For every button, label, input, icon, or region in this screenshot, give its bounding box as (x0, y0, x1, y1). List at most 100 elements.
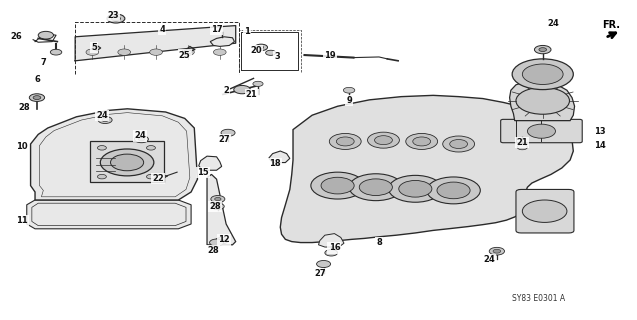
Circle shape (321, 177, 354, 194)
Circle shape (107, 14, 125, 23)
Text: 9: 9 (346, 96, 352, 105)
Text: 22: 22 (152, 174, 164, 183)
Circle shape (443, 136, 475, 152)
Polygon shape (199, 156, 222, 170)
Polygon shape (27, 200, 191, 229)
Circle shape (368, 132, 399, 148)
Polygon shape (318, 234, 344, 247)
Circle shape (359, 179, 392, 196)
Circle shape (182, 49, 194, 55)
Circle shape (211, 196, 225, 203)
Text: 25: 25 (179, 51, 190, 60)
Circle shape (86, 49, 99, 55)
Circle shape (406, 133, 438, 149)
Circle shape (493, 249, 501, 253)
Circle shape (539, 48, 547, 52)
Polygon shape (207, 174, 236, 245)
Text: 16: 16 (329, 244, 340, 252)
Circle shape (138, 138, 145, 141)
Circle shape (389, 175, 442, 202)
FancyBboxPatch shape (501, 119, 582, 143)
Circle shape (259, 46, 264, 49)
Text: 21: 21 (246, 90, 257, 99)
Polygon shape (31, 109, 197, 200)
Circle shape (215, 205, 221, 208)
Circle shape (517, 145, 527, 150)
Circle shape (215, 197, 221, 201)
Circle shape (399, 180, 432, 197)
Text: 17: 17 (211, 25, 222, 34)
Text: 27: 27 (218, 135, 230, 144)
Text: 21: 21 (517, 138, 528, 147)
Polygon shape (280, 95, 573, 243)
Circle shape (437, 182, 470, 199)
Text: 5: 5 (91, 43, 97, 52)
Circle shape (111, 154, 144, 171)
Circle shape (534, 45, 551, 54)
Text: 14: 14 (594, 141, 606, 150)
Circle shape (147, 146, 155, 150)
Text: 26: 26 (10, 32, 22, 41)
Circle shape (213, 49, 226, 55)
Text: 6: 6 (34, 75, 40, 84)
Text: 24: 24 (134, 132, 146, 140)
Circle shape (343, 87, 355, 93)
Circle shape (111, 16, 120, 21)
Polygon shape (269, 151, 290, 163)
Text: 1: 1 (244, 28, 250, 36)
Circle shape (255, 44, 268, 51)
Circle shape (210, 239, 224, 246)
Circle shape (516, 87, 569, 114)
Text: 28: 28 (210, 202, 221, 211)
Polygon shape (75, 26, 236, 61)
Text: 24: 24 (96, 111, 108, 120)
Text: FR.: FR. (603, 20, 620, 30)
Circle shape (349, 174, 403, 201)
Text: 24: 24 (483, 255, 495, 264)
Text: 28: 28 (208, 246, 219, 255)
Circle shape (522, 64, 563, 84)
Circle shape (101, 149, 154, 176)
Circle shape (522, 200, 567, 222)
Circle shape (221, 129, 235, 136)
FancyBboxPatch shape (90, 141, 164, 182)
Circle shape (253, 81, 263, 86)
Circle shape (211, 203, 224, 210)
Circle shape (311, 172, 364, 199)
Text: 11: 11 (17, 216, 28, 225)
Text: 18: 18 (269, 159, 281, 168)
Circle shape (50, 49, 62, 55)
Text: 13: 13 (594, 127, 606, 136)
FancyBboxPatch shape (516, 189, 574, 233)
Text: 19: 19 (324, 51, 336, 60)
Circle shape (33, 96, 41, 100)
Circle shape (97, 146, 106, 150)
Circle shape (413, 137, 431, 146)
Circle shape (512, 59, 573, 90)
Circle shape (489, 247, 505, 255)
Circle shape (29, 94, 45, 101)
Text: 24: 24 (547, 19, 559, 28)
Text: 8: 8 (376, 238, 382, 247)
Circle shape (184, 50, 192, 54)
Circle shape (218, 239, 225, 242)
Circle shape (147, 174, 155, 179)
Text: 4: 4 (159, 25, 166, 34)
Circle shape (118, 49, 131, 55)
Text: 23: 23 (108, 11, 119, 20)
Text: 15: 15 (197, 168, 208, 177)
Circle shape (427, 177, 480, 204)
Text: 27: 27 (314, 269, 326, 278)
Circle shape (97, 174, 106, 179)
Circle shape (234, 85, 250, 94)
Polygon shape (510, 81, 575, 121)
Text: 2: 2 (223, 86, 229, 95)
Circle shape (98, 116, 112, 124)
Circle shape (134, 136, 148, 143)
Circle shape (325, 250, 338, 256)
Circle shape (102, 118, 108, 122)
Circle shape (527, 124, 555, 138)
Circle shape (150, 49, 162, 55)
Circle shape (317, 260, 331, 268)
Text: 3: 3 (274, 52, 280, 61)
